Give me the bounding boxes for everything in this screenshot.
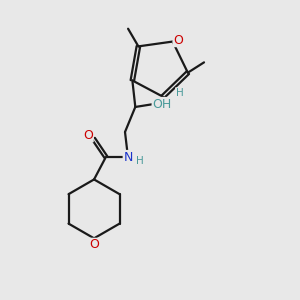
Text: H: H: [136, 156, 144, 167]
Text: O: O: [173, 34, 183, 46]
Text: H: H: [176, 88, 183, 98]
Text: OH: OH: [152, 98, 171, 110]
Text: O: O: [83, 129, 93, 142]
Text: O: O: [89, 238, 99, 251]
Text: N: N: [123, 151, 133, 164]
